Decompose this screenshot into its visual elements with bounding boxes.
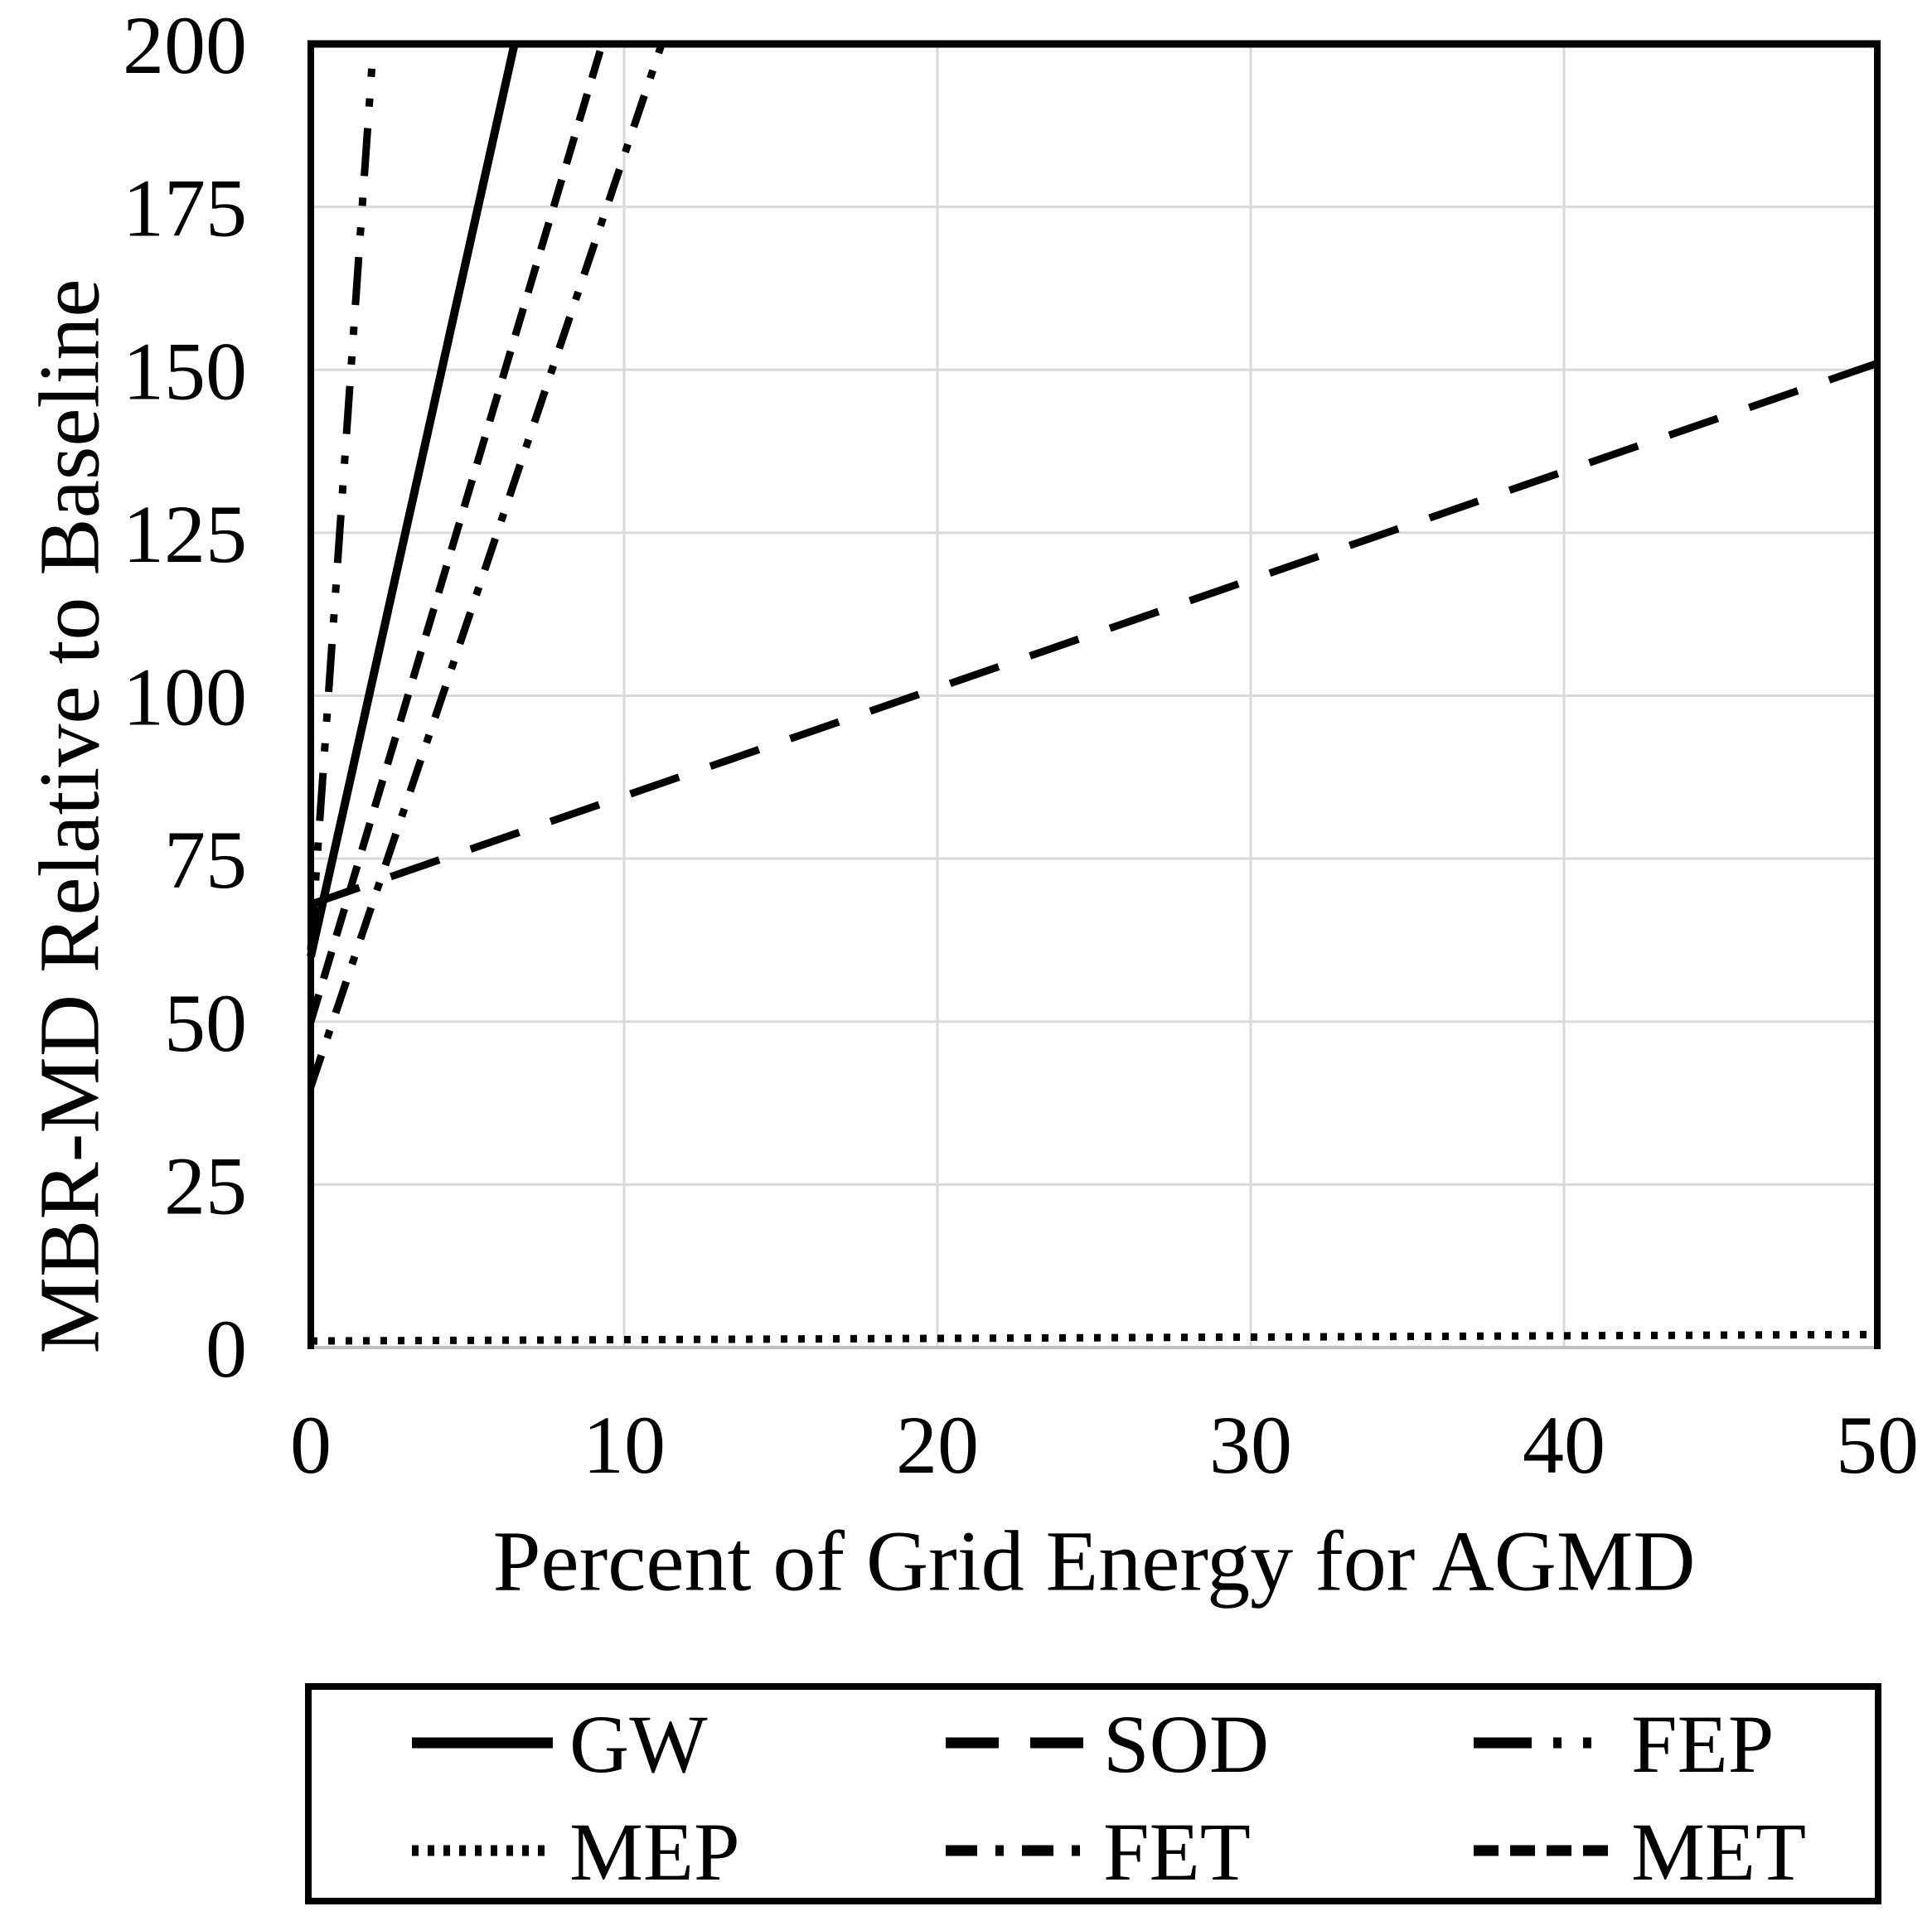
x-tick-label: 20 (896, 1399, 979, 1491)
legend-label-MET: MET (1631, 1806, 1806, 1898)
series-line-MET (307, 42, 606, 1023)
x-tick-label: 40 (1523, 1399, 1605, 1491)
series-lines (307, 42, 1879, 1345)
series-line-GW (307, 42, 519, 958)
x-tick-label: 0 (290, 1399, 332, 1491)
series-line-FET (307, 42, 666, 1088)
x-axis-tick-labels: 0 10 20 30 40 50 (290, 1399, 1919, 1491)
plot-border (307, 40, 1881, 1349)
y-axis-title: MBR-MD Relative to Baseline (22, 279, 117, 1354)
legend-label-MEP: MEP (569, 1806, 740, 1898)
legend-label-SOD: SOD (1103, 1698, 1269, 1790)
x-tick-label: 50 (1836, 1399, 1919, 1491)
x-tick-label: 10 (583, 1399, 666, 1491)
legend-box (305, 1683, 1881, 1904)
y-tick-label: 200 (123, 0, 247, 91)
y-tick-label: 100 (123, 651, 247, 743)
legend-label-FEP: FEP (1631, 1698, 1774, 1790)
y-tick-label: 50 (164, 977, 247, 1069)
y-tick-label: 125 (123, 488, 247, 580)
y-tick-label: 150 (123, 325, 247, 417)
y-axis-tick-labels: 0 25 50 75 100 125 150 175 200 (123, 0, 247, 1395)
legend-label-GW: GW (569, 1698, 708, 1790)
y-tick-label: 175 (123, 162, 247, 254)
legend: GW SOD FEP MEP FET MET (305, 1683, 1881, 1904)
x-tick-label: 30 (1209, 1399, 1292, 1491)
y-tick-label: 25 (164, 1140, 247, 1231)
gridlines (307, 44, 1881, 1349)
legend-label-FET: FET (1103, 1806, 1251, 1898)
series-line-FEP (307, 43, 378, 951)
y-tick-label: 0 (206, 1303, 247, 1395)
x-axis-title: Percent of Grid Energy for AGMD (493, 1513, 1696, 1609)
y-tick-label: 75 (164, 814, 247, 906)
series-line-MEP (310, 1330, 1878, 1345)
series-line-SOD (309, 360, 1879, 908)
